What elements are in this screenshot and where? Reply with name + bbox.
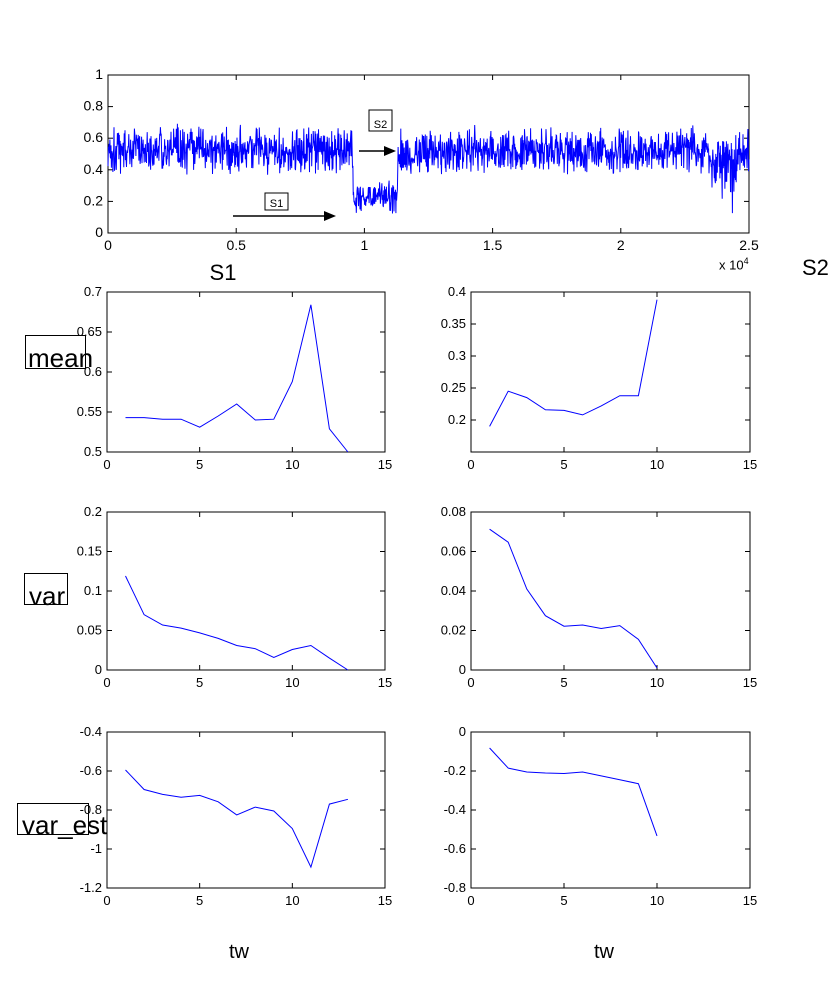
var-s2-ytick-label: 0.06	[441, 544, 466, 559]
var-s2-xtick-label: 5	[560, 675, 567, 690]
var-s1-xtick-label: 15	[378, 675, 392, 690]
annotation-arrowhead-s1	[324, 211, 336, 221]
annotation-box-s2	[368, 109, 393, 132]
mean-s1-ytick-label: 0.7	[84, 284, 102, 299]
mean-s2-axes-frame	[470, 291, 751, 453]
var-s2-ytick-label: 0.02	[441, 623, 466, 638]
mean-s1-ytick-label: 0.55	[77, 404, 102, 419]
row-label-var-est: var_est	[22, 810, 108, 840]
column-title-s2: S2	[802, 255, 828, 280]
mean-s1-xtick-label: 0	[103, 457, 110, 472]
mean-s2-ytick-label: 0.2	[448, 412, 466, 427]
mean-s2-ytick-label: 0.3	[448, 348, 466, 363]
x-multiplier-base: x 10	[719, 257, 744, 273]
var-s2-ytick-label: 0.04	[441, 583, 466, 598]
mean-s2-ytick-label: 0.35	[441, 316, 466, 331]
varest-s2-xtick-label: 15	[743, 893, 757, 908]
mean-s1-xtick-label: 10	[285, 457, 299, 472]
varest-s1-ytick-label: -1	[90, 841, 102, 856]
mean-s1-ytick-label: 0.5	[84, 444, 102, 459]
annotation-box-s1	[264, 192, 289, 211]
mean-s2-xtick-label: 10	[650, 457, 664, 472]
var-s1-ytick-label: 0	[95, 662, 102, 677]
x-axis-multiplier: x 104	[719, 256, 749, 273]
signal-ytick-label: 1	[95, 66, 103, 82]
mean-s1-ytick-label: 0.6	[84, 364, 102, 379]
varest-s2-axes-frame	[470, 731, 751, 889]
signal-xtick-label: 1	[361, 237, 369, 253]
annotation-label-s2: S2	[374, 119, 387, 131]
var-s2-xtick-label: 10	[650, 675, 664, 690]
var-s2-ytick-label: 0	[459, 662, 466, 677]
mean-s1-line	[125, 304, 349, 453]
var-s1-xtick-label: 5	[196, 675, 203, 690]
mean-s2-xtick-label: 0	[467, 457, 474, 472]
varest-s2-ytick-label: -0.2	[444, 763, 466, 778]
signal-xtick-label: 2	[617, 237, 625, 253]
varest-s1-ytick-label: -1.2	[80, 880, 102, 895]
varest-s2-xtick-label: 0	[467, 893, 474, 908]
varest-s1-ytick-label: -0.8	[80, 802, 102, 817]
annotation-label-s1: S1	[270, 198, 283, 210]
varest-s2-xtick-label: 5	[560, 893, 567, 908]
var-s1-ytick-label: 0.2	[84, 504, 102, 519]
var-s2-axes-frame	[470, 511, 751, 671]
mean-s2-ytick-label: 0.4	[448, 284, 466, 299]
signal-ytick-label: 0.6	[84, 129, 104, 145]
var-est-label-box	[17, 803, 89, 835]
mean-s2-ytick-label: 0.25	[441, 380, 466, 395]
signal-xtick-label: 1.5	[483, 237, 503, 253]
mean-s2-line	[489, 299, 658, 427]
varest-s2-line	[489, 747, 658, 837]
var-s2-xtick-label: 0	[467, 675, 474, 690]
varest-s2-xtick-label: 10	[650, 893, 664, 908]
varest-s1-ytick-label: -0.6	[80, 763, 102, 778]
varest-s2-ytick-label: -0.6	[444, 841, 466, 856]
var-s2-xtick-label: 15	[743, 675, 757, 690]
var-s2-ytick-label: 0.08	[441, 504, 466, 519]
signal-xtick-label: 0	[104, 237, 112, 253]
varest-s1-xtick-label: 10	[285, 893, 299, 908]
varest-s1-xtick-label: 0	[103, 893, 110, 908]
varest-s2-ytick-label: -0.8	[444, 880, 466, 895]
varest-s2-ytick-label: -0.4	[444, 802, 466, 817]
varest-s1-xtick-label: 5	[196, 893, 203, 908]
varest-s1-xtick-label: 15	[378, 893, 392, 908]
var-s1-ytick-label: 0.1	[84, 583, 102, 598]
xlabel-tw-left: tw	[229, 941, 249, 963]
var-s1-ytick-label: 0.05	[77, 623, 102, 638]
var-s1-xtick-label: 10	[285, 675, 299, 690]
signal-xtick-label: 2.5	[739, 237, 759, 253]
mean-s1-xtick-label: 5	[196, 457, 203, 472]
mean-label-box	[25, 335, 86, 369]
var-s2-line	[489, 528, 658, 669]
signal-ytick-label: 0.2	[84, 192, 104, 208]
var-s1-ytick-label: 0.15	[77, 544, 102, 559]
signal-ytick-label: 0.8	[84, 98, 104, 114]
mean-s2-xtick-label: 15	[743, 457, 757, 472]
signal-ytick-label: 0	[95, 224, 103, 240]
annotation-arrowhead-s2	[384, 146, 396, 156]
var-s1-axes-frame	[106, 511, 386, 671]
signal-line	[107, 123, 750, 214]
row-label-var: var	[29, 581, 66, 611]
varest-s2-ytick-label: 0	[459, 724, 466, 739]
varest-s1-line	[125, 769, 349, 869]
var-label-box	[24, 573, 68, 605]
xlabel-tw-right: tw	[594, 941, 614, 963]
x-multiplier-exponent: 4	[743, 256, 749, 266]
signal-ytick-label: 0.4	[84, 161, 104, 177]
mean-s2-xtick-label: 5	[560, 457, 567, 472]
varest-s1-ytick-label: -0.4	[80, 724, 102, 739]
signal-xtick-label: 0.5	[226, 237, 246, 253]
var-s1-xtick-label: 0	[103, 675, 110, 690]
column-title-s1: S1	[209, 260, 237, 285]
row-label-mean: mean	[28, 343, 94, 373]
mean-s1-xtick-label: 15	[378, 457, 392, 472]
varest-s1-axes-frame	[106, 731, 386, 889]
mean-s1-axes-frame	[106, 291, 386, 453]
var-s1-line	[125, 575, 349, 671]
